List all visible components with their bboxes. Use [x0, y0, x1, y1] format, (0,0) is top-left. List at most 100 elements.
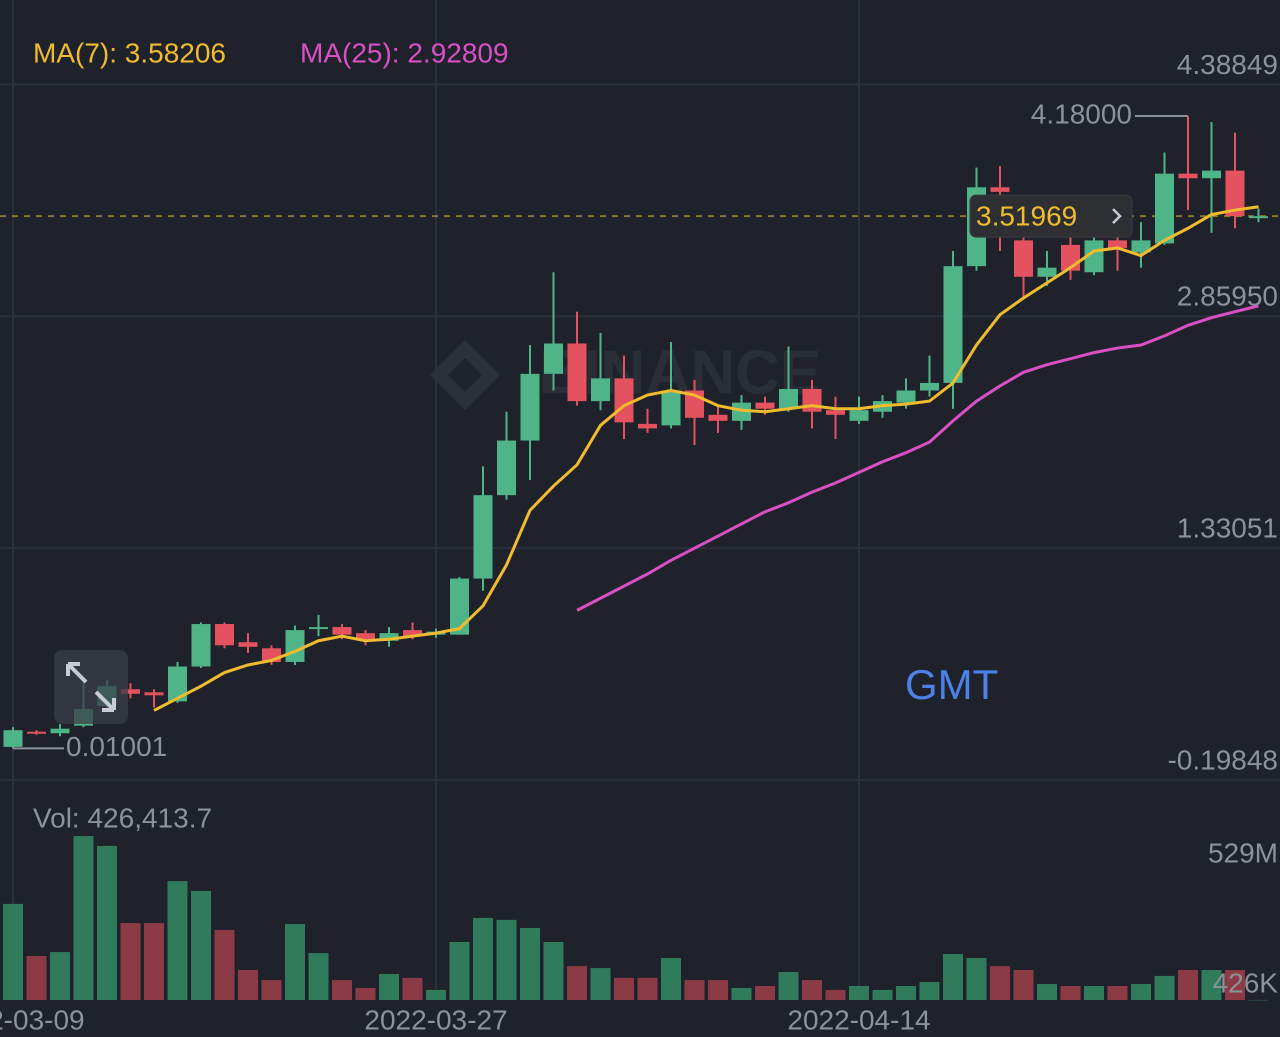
candle-body — [1108, 240, 1127, 248]
candle-body — [1155, 173, 1174, 244]
volume-bar — [167, 881, 188, 1000]
candle-body — [943, 266, 963, 383]
candle-body — [1249, 216, 1268, 219]
volume-bar — [3, 903, 23, 1000]
legend-ma7: MA(7): 3.58206 — [33, 37, 226, 68]
candle-body — [473, 495, 493, 579]
volume-bar — [1013, 970, 1034, 1000]
volume-bar — [473, 917, 493, 1000]
symbol-label: GMT — [905, 661, 998, 708]
candle-body — [497, 440, 516, 496]
candle-body — [3, 730, 23, 747]
candle-body — [849, 410, 869, 421]
last-price-tag — [969, 194, 1133, 238]
candle-body — [732, 402, 751, 421]
volume-bar — [637, 977, 658, 1000]
volume-bar — [684, 980, 705, 1000]
candle-body — [1225, 170, 1245, 217]
candle-body — [544, 343, 563, 374]
candle-body — [215, 624, 234, 646]
volume-bar — [731, 987, 752, 1000]
candle-body — [168, 666, 187, 702]
volume-bar — [97, 845, 117, 1000]
volume-bar — [238, 970, 258, 1000]
candle-body — [826, 410, 845, 415]
grid — [0, 0, 1280, 1000]
volume-bars — [3, 836, 1269, 1001]
volume-bar — [426, 989, 446, 1000]
ma-line — [153, 205, 1259, 712]
volume-bar — [261, 980, 282, 1000]
volume-bar — [778, 971, 799, 1000]
volume-bar — [590, 968, 611, 1000]
volume-bar — [355, 987, 376, 1000]
candle-body — [896, 390, 916, 403]
watermark-logo — [430, 340, 500, 410]
candle-body — [614, 378, 634, 423]
candle-body — [379, 633, 399, 641]
candle-body — [285, 630, 305, 662]
candle-body — [238, 642, 258, 647]
volume-bar — [379, 973, 399, 1000]
y-tick-label: 4.38849 — [1177, 49, 1278, 80]
last-price-chevron — [1112, 208, 1122, 225]
candle-body — [191, 624, 211, 667]
y-tick-label: 1.33051 — [1177, 513, 1278, 544]
ma-line — [576, 304, 1259, 612]
volume-legend: Vol: 426,413.7 — [33, 802, 212, 833]
volume-bar — [1037, 984, 1057, 1000]
volume-bar — [1225, 970, 1245, 1000]
volume-bar — [50, 952, 70, 1000]
candle-body — [755, 402, 775, 409]
candle-body — [779, 388, 798, 409]
candles — [3, 116, 1268, 749]
last-price-label: 3.51969 — [976, 201, 1077, 232]
volume-bar — [120, 923, 141, 1000]
volume-bar — [543, 942, 564, 1000]
candle-body — [1131, 240, 1151, 253]
volume-bar — [943, 954, 963, 1000]
candle-body — [661, 390, 681, 426]
volume-bar — [308, 953, 329, 1000]
volume-bar — [567, 966, 587, 1000]
candle-body — [309, 627, 328, 630]
volume-bar — [402, 977, 423, 1000]
candle-body — [708, 414, 728, 421]
volume-bar — [26, 956, 47, 1000]
volume-bar — [1107, 985, 1128, 1000]
volume-bar — [825, 989, 846, 1000]
volume-bar — [755, 985, 775, 1000]
candle-body — [332, 627, 352, 635]
candle-body — [591, 378, 610, 402]
volume-bar — [1201, 970, 1222, 1000]
candle-body — [450, 578, 469, 635]
candle-body — [50, 728, 70, 734]
expand-button[interactable] — [54, 650, 128, 724]
volume-bar — [73, 836, 94, 1000]
volume-bar — [496, 919, 517, 1000]
volume-bar — [449, 942, 470, 1000]
moving-averages — [153, 205, 1259, 712]
volume-bar — [966, 957, 987, 1000]
candle-body — [356, 633, 375, 640]
candle-body — [121, 689, 140, 694]
volume-tick-label: 529M — [1208, 837, 1278, 868]
y-tick-label: -0.19848 — [1167, 744, 1278, 775]
x-tick-label: 2022-03-09 — [0, 1004, 85, 1035]
volume-bar — [144, 923, 164, 1000]
volume-bar — [661, 957, 681, 1000]
volume-bar — [919, 982, 940, 1000]
candle-body — [1014, 240, 1033, 277]
x-tick-label: 2022-03-27 — [364, 1004, 507, 1035]
expand-icon — [66, 662, 116, 712]
volume-bar — [990, 966, 1010, 1000]
candle-body — [1178, 173, 1198, 179]
candle-body — [1037, 267, 1057, 277]
volume-bar — [214, 929, 235, 1000]
candle-body — [1202, 170, 1221, 179]
volume-bar — [849, 985, 869, 1000]
volume-bar — [896, 985, 916, 1000]
volume-bar — [872, 989, 893, 1000]
